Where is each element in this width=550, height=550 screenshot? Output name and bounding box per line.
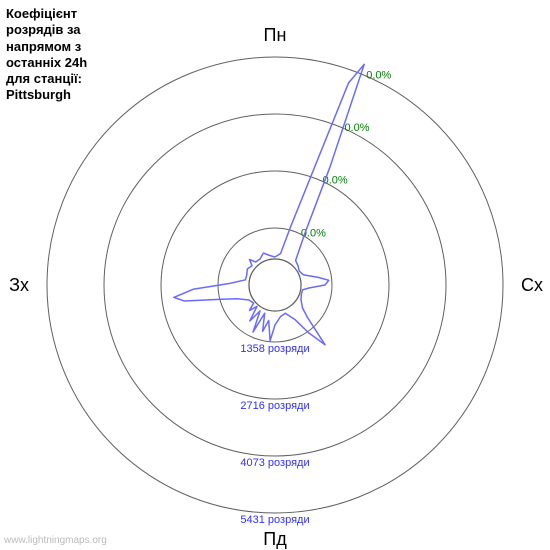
cardinal-w: Зх — [9, 275, 29, 295]
ring-label: 5431 розряди — [240, 514, 309, 526]
ring-label: 1358 розряди — [240, 343, 309, 355]
center-hole-top — [249, 259, 301, 311]
cardinal-e: Сх — [521, 275, 543, 295]
attribution: www.lightningmaps.org — [4, 535, 107, 546]
cardinal-s: Пд — [263, 529, 287, 549]
cardinal-n: Пн — [264, 25, 287, 45]
pct-label: 0.0% — [344, 122, 369, 134]
chart-container: Коефіцієнт розрядів за напрямом з останн… — [0, 0, 550, 550]
ring-label: 4073 розряди — [240, 457, 309, 469]
pct-label: 0.0% — [366, 69, 391, 81]
chart-title: Коефіцієнт розрядів за напрямом з останн… — [6, 6, 87, 104]
ring-label: 2716 розряди — [240, 400, 309, 412]
